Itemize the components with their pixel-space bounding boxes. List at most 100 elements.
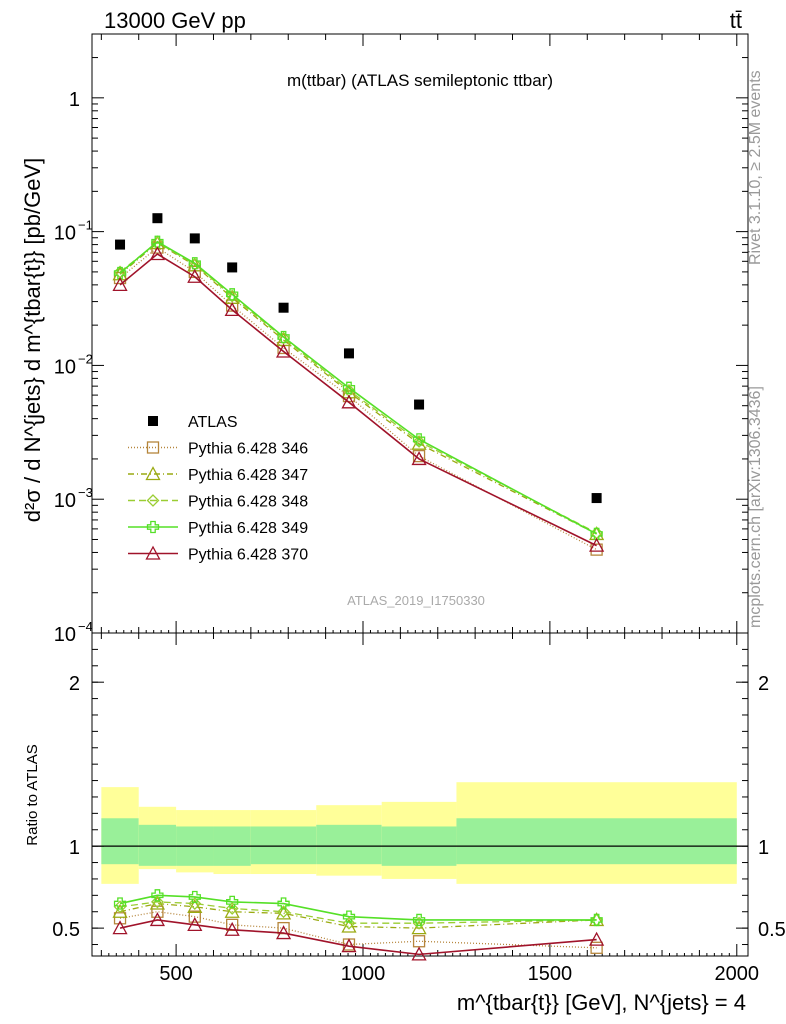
- legend-marker: [145, 466, 161, 481]
- atlas-data-point: [152, 213, 163, 224]
- energy-label: 13000 GeV pp: [104, 8, 246, 33]
- ratio-panel: 0.5 0.5 1 1 2 2 500 1000 1500 2000 Ratio to ATLAS m…: [24, 632, 786, 1015]
- main-frame: [91, 33, 749, 634]
- x-tick-label: 2000: [715, 963, 760, 985]
- y-tick-label: 10: [54, 223, 76, 245]
- atlas-data-point: [591, 493, 602, 504]
- atlas-data-point: [278, 302, 289, 313]
- uncertainty-band-stat: [316, 824, 382, 865]
- series-point-5: [411, 451, 427, 466]
- series-point-3: [412, 435, 426, 448]
- ratio-series-point-5: [224, 921, 240, 936]
- ratio-series-point-5: [411, 946, 427, 961]
- atlas-data-point: [414, 399, 425, 410]
- ratio-series-point-2: [112, 903, 128, 918]
- legend-label: Pythia 6.428 347: [188, 467, 308, 484]
- ratio-y-tick-label: 0.5: [52, 919, 80, 941]
- legend-label: Pythia 6.428 370: [188, 547, 308, 564]
- ratio-series-point-4: [151, 889, 164, 902]
- ratio-series-point-3: [277, 905, 290, 919]
- ratio-y-tick-label-right: 0.5: [758, 919, 786, 941]
- ratio-series-point-3: [113, 900, 127, 914]
- series-point-4: [342, 381, 356, 394]
- uncertainty-band-stat: [138, 824, 177, 866]
- series-point-5: [275, 343, 292, 358]
- ratio-y-tick-label: 1: [69, 837, 80, 859]
- series-point-4: [226, 288, 239, 301]
- ratio-series-point-4: [188, 890, 201, 904]
- ratio-series-point-4: [412, 913, 426, 927]
- ratio-series-point-2: [411, 920, 427, 935]
- series-point-4: [590, 527, 603, 541]
- series-point-5: [341, 394, 357, 409]
- legend-label: Pythia 6.428 349: [188, 520, 308, 537]
- ratio-series-line-4: [119, 894, 597, 921]
- x-tick-label: 500: [159, 963, 192, 985]
- series-point-5: [112, 277, 128, 292]
- y-tick-label-exp: −4: [78, 619, 93, 634]
- legend-label: Pythia 6.428 348: [188, 494, 308, 511]
- uncertainty-band-stat: [101, 818, 139, 865]
- x-axis-label: m^{tbar{t}} [GeV], N^{jets} = 4: [457, 990, 746, 1015]
- process-label: tt̄: [730, 8, 742, 33]
- ratio-series-point-4: [277, 897, 290, 910]
- y-axis-label: d²σ / d N^{jets} d m^{tbar{t}} [pb/GeV]: [20, 158, 45, 522]
- legend-marker: [148, 416, 158, 426]
- legend-marker: [146, 520, 160, 534]
- series-point-4: [151, 235, 164, 248]
- uncertainty-band-stat: [250, 826, 317, 865]
- ratio-series-point-3: [225, 902, 239, 915]
- series-point-4: [113, 266, 127, 280]
- series-line-2: [119, 242, 597, 535]
- y-tick-label-exp: −3: [78, 485, 93, 500]
- y-tick-label-exp: −1: [78, 218, 93, 233]
- ratio-series-point-3: [412, 916, 426, 930]
- ratio-series-point-5: [589, 931, 605, 946]
- legend-marker: [146, 494, 160, 507]
- legend-label: Pythia 6.428 346: [188, 441, 308, 458]
- ratio-series-point-3: [150, 895, 164, 909]
- atlas-data-point: [189, 233, 200, 244]
- chart-title: m(ttbar) (ATLAS semileptonic ttbar): [287, 71, 553, 90]
- atlas-data-point: [343, 348, 354, 359]
- atlas-data-point: [227, 262, 238, 273]
- y-tick-label: 10: [54, 356, 76, 378]
- series-line-4: [119, 240, 597, 535]
- ratio-series-point-4: [226, 895, 239, 909]
- series-point-5: [149, 246, 166, 261]
- ratio-series-line-1: [119, 911, 597, 949]
- series-line-3: [119, 241, 597, 534]
- ratio-series-point-1: [590, 941, 603, 954]
- ratio-y-tick-label: 2: [69, 673, 80, 695]
- ratio-frame: [91, 632, 749, 957]
- ratio-series-point-4: [590, 913, 603, 927]
- ratio-series-line-2: [119, 902, 597, 929]
- y-tick-label: 1: [69, 89, 80, 111]
- ratio-series-point-5: [275, 925, 292, 940]
- x-tick-label: 1000: [341, 963, 386, 985]
- ratio-series-line-5: [119, 919, 597, 956]
- series-point-4: [412, 433, 426, 446]
- legend: ATLAS Pythia 6.428 346 Pythia 6.428 347 Pyt…: [128, 414, 308, 564]
- series-point-2: [341, 384, 357, 399]
- ratio-series-point-4: [113, 897, 127, 910]
- series-point-4: [188, 257, 201, 270]
- ratio-series-line-3: [119, 901, 597, 924]
- series-point-3: [277, 331, 290, 345]
- ratio-series-point-2: [149, 895, 166, 910]
- y-tick-label-exp: −2: [78, 351, 93, 366]
- series-point-1: [412, 449, 426, 463]
- ratio-series-point-3: [342, 916, 356, 930]
- legend-marker: [146, 441, 160, 454]
- ratio-series-point-5: [112, 920, 128, 935]
- legend-label: ATLAS: [188, 414, 238, 431]
- ratio-y-tick-label-right: 1: [758, 837, 769, 859]
- analysis-id: ATLAS_2019_I1750330: [347, 593, 485, 608]
- ratio-y-axis-label: Ratio to ATLAS: [24, 744, 41, 845]
- legend-marker: [145, 545, 161, 560]
- ratio-series-point-5: [341, 938, 357, 953]
- ratio-series-point-5: [149, 912, 166, 927]
- ratio-series-point-3: [188, 897, 202, 910]
- main-panel: 110−110−210−310 −4m(ttbar) (ATLAS semilep…: [20, 33, 749, 646]
